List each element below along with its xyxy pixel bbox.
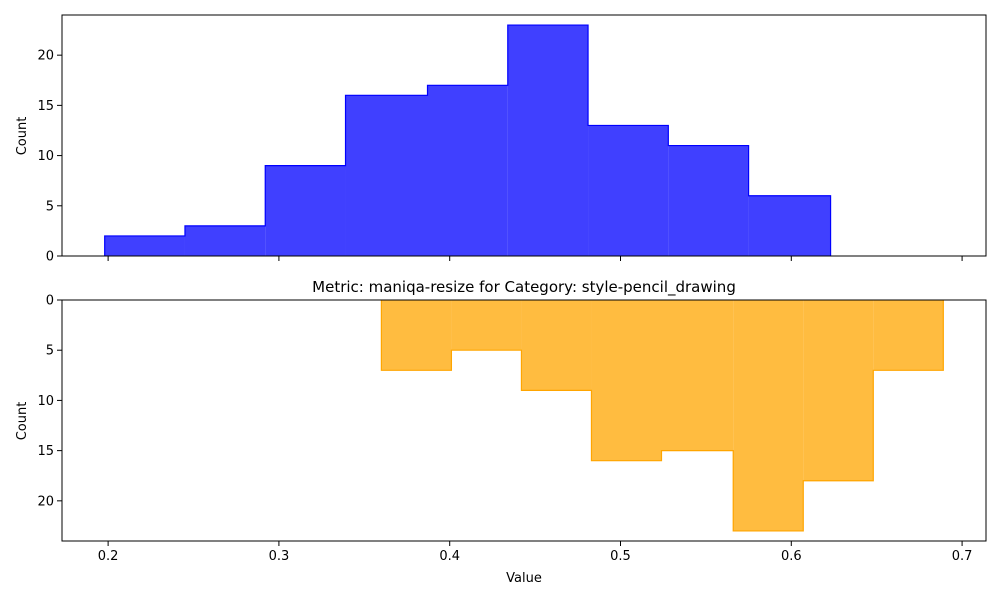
x-tick-label: 0.3 <box>269 549 290 564</box>
histogram-bar <box>521 300 592 391</box>
bottom-histogram-panel: Metric: maniqa-resize for Category: styl… <box>15 278 987 586</box>
histogram-bar <box>591 300 662 461</box>
bottom-y-ticks: 0 5 10 15 20 <box>37 294 62 509</box>
y-tick-label: 10 <box>37 149 54 164</box>
histogram-bar <box>661 300 734 451</box>
histogram-bar <box>588 125 669 256</box>
bottom-x-ticks: 0.2 0.3 0.4 0.5 0.6 0.7 <box>98 541 973 564</box>
histogram-bar <box>668 145 749 256</box>
y-tick-label: 0 <box>46 250 54 265</box>
x-tick-label: 0.2 <box>98 549 119 564</box>
y-tick-label: 15 <box>37 99 54 114</box>
histogram-bar <box>265 165 346 256</box>
top-histogram-bars <box>104 24 832 257</box>
histogram-bar <box>104 235 185 256</box>
y-tick-label: 20 <box>37 49 54 64</box>
histogram-bar <box>507 25 589 256</box>
histogram-bar <box>427 85 508 257</box>
bottom-x-axis-label: Value <box>506 571 542 586</box>
top-y-axis-label: Count <box>15 117 30 156</box>
bottom-histogram-bars <box>380 300 944 532</box>
top-x-ticks <box>107 256 963 261</box>
y-tick-label: 0 <box>46 294 54 309</box>
histogram-bar <box>748 195 831 256</box>
top-histogram-panel: 0 5 10 15 20 Count <box>15 14 987 265</box>
histogram-bar <box>381 300 452 371</box>
x-tick-label: 0.5 <box>610 549 631 564</box>
y-tick-label: 15 <box>37 444 54 459</box>
histogram-bar <box>345 95 428 256</box>
y-tick-label: 5 <box>46 199 54 214</box>
top-y-ticks: 0 5 10 15 20 <box>37 49 62 265</box>
histogram-bar <box>451 300 522 351</box>
y-tick-label: 5 <box>46 344 54 359</box>
bottom-chart-title: Metric: maniqa-resize for Category: styl… <box>312 278 736 297</box>
x-tick-label: 0.7 <box>952 549 973 564</box>
y-tick-label: 20 <box>37 494 54 509</box>
histogram-bar <box>803 300 874 481</box>
bottom-plot-frame <box>61 299 987 542</box>
histogram-bar <box>733 300 804 531</box>
histogram-bar <box>873 300 944 371</box>
bottom-y-axis-label: Count <box>15 402 30 441</box>
y-tick-label: 10 <box>37 394 54 409</box>
x-tick-label: 0.4 <box>439 549 460 564</box>
histogram-outline <box>380 300 944 532</box>
x-tick-label: 0.6 <box>781 549 802 564</box>
histogram-outline <box>104 24 832 256</box>
histogram-bar <box>184 225 266 256</box>
top-plot-frame <box>61 14 987 257</box>
